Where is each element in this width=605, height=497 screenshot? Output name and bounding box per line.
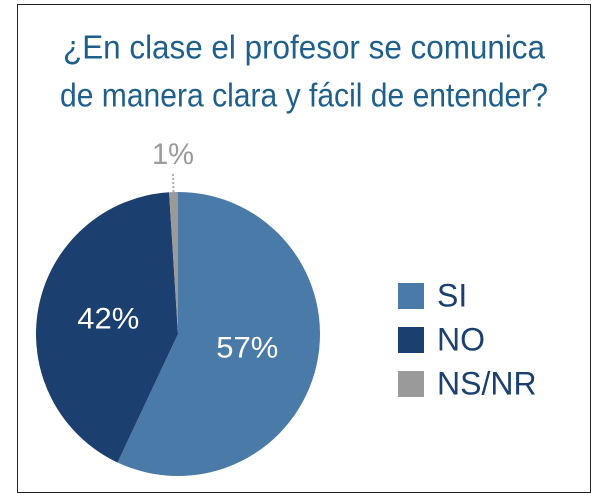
data-label: 1% xyxy=(152,138,194,171)
pie-slice xyxy=(169,192,178,334)
legend-label: SI xyxy=(437,277,467,313)
data-label: 57% xyxy=(216,331,278,364)
legend-swatch xyxy=(398,371,424,397)
chart-title: de manera clara y fácil de entender? xyxy=(60,77,548,114)
data-label: 42% xyxy=(77,303,139,336)
legend-swatch xyxy=(398,327,424,353)
chart-title: ¿En clase el profesor se comunica xyxy=(63,29,546,66)
legend-swatch xyxy=(398,283,424,309)
pie-slice xyxy=(36,192,178,463)
pie-slice xyxy=(117,192,320,476)
legend-label: NS/NR xyxy=(437,365,537,401)
leader-line xyxy=(171,174,175,193)
legend-label: NO xyxy=(437,321,485,357)
